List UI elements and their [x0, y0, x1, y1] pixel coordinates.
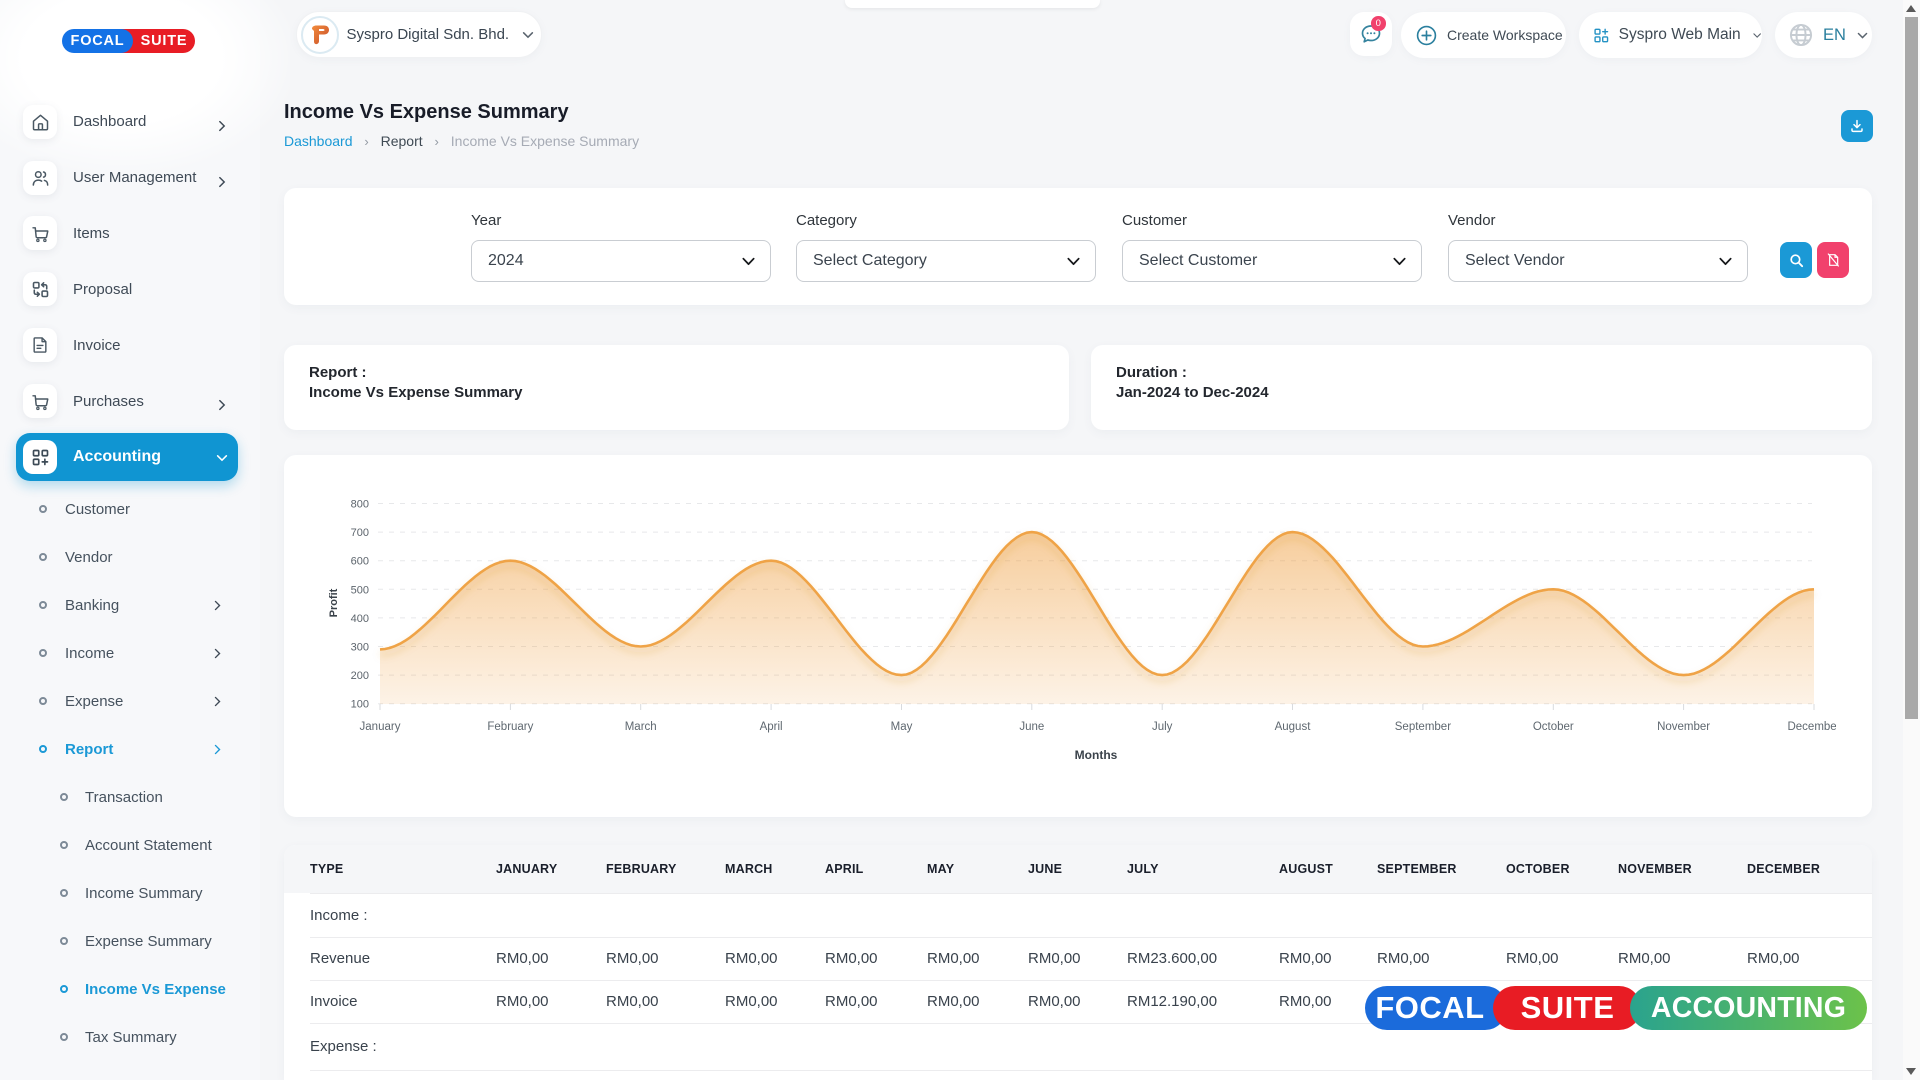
svg-text:100: 100 — [351, 699, 369, 711]
svg-text:December: December — [1787, 721, 1836, 733]
svg-text:Profit: Profit — [328, 588, 340, 617]
svg-text:800: 800 — [351, 499, 369, 511]
svg-text:February: February — [487, 721, 533, 733]
svg-text:November: November — [1657, 721, 1710, 733]
svg-text:200: 200 — [351, 670, 369, 682]
svg-text:600: 600 — [351, 556, 369, 568]
svg-text:June: June — [1019, 721, 1044, 733]
svg-text:500: 500 — [351, 584, 369, 596]
svg-text:September: September — [1395, 721, 1451, 733]
svg-text:August: August — [1275, 721, 1312, 733]
svg-text:400: 400 — [351, 613, 369, 625]
svg-text:300: 300 — [351, 642, 369, 654]
svg-text:Months: Months — [1075, 748, 1118, 762]
svg-text:700: 700 — [351, 527, 369, 539]
svg-text:July: July — [1152, 721, 1173, 733]
svg-text:January: January — [360, 721, 401, 733]
svg-text:April: April — [760, 721, 783, 733]
svg-text:March: March — [625, 721, 657, 733]
svg-text:May: May — [891, 721, 913, 733]
svg-text:October: October — [1533, 721, 1574, 733]
